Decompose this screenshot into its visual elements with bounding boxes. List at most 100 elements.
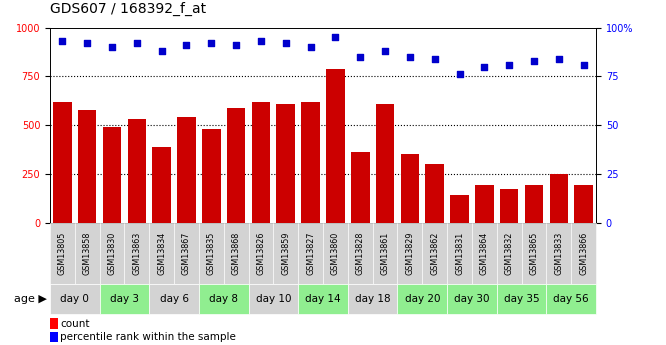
Text: day 10: day 10 <box>256 294 291 304</box>
Bar <box>177 117 196 223</box>
Bar <box>224 223 248 284</box>
Text: day 8: day 8 <box>209 294 238 304</box>
Text: GSM13831: GSM13831 <box>455 231 464 275</box>
Point <box>404 54 415 60</box>
Text: count: count <box>60 319 89 328</box>
Bar <box>100 284 149 314</box>
Bar <box>125 223 149 284</box>
Bar <box>546 223 571 284</box>
Bar <box>574 185 593 223</box>
Bar <box>400 154 419 223</box>
Text: GSM13827: GSM13827 <box>306 231 315 275</box>
Text: day 14: day 14 <box>305 294 341 304</box>
Point <box>57 39 68 44</box>
Bar <box>50 284 100 314</box>
Bar <box>447 284 497 314</box>
Point <box>206 40 216 46</box>
Point <box>529 58 539 63</box>
Point <box>504 62 515 67</box>
Point <box>107 44 117 50</box>
Text: GSM13805: GSM13805 <box>58 231 67 275</box>
Text: GSM13866: GSM13866 <box>579 231 588 275</box>
Bar <box>497 223 521 284</box>
Bar <box>50 223 75 284</box>
Text: GSM13859: GSM13859 <box>281 231 290 275</box>
Text: day 56: day 56 <box>553 294 589 304</box>
Bar <box>149 284 199 314</box>
Text: GSM13862: GSM13862 <box>430 231 439 275</box>
Bar <box>149 223 174 284</box>
Bar <box>174 223 199 284</box>
Text: age ▶: age ▶ <box>14 294 47 304</box>
Bar <box>348 284 398 314</box>
Bar <box>475 185 494 223</box>
Bar <box>273 223 298 284</box>
Text: GSM13863: GSM13863 <box>133 231 141 275</box>
Text: GSM13860: GSM13860 <box>331 231 340 275</box>
Point <box>305 44 316 50</box>
Bar <box>497 284 546 314</box>
Text: day 30: day 30 <box>454 294 490 304</box>
Text: day 20: day 20 <box>404 294 440 304</box>
Bar <box>450 195 469 223</box>
Text: GDS607 / 168392_f_at: GDS607 / 168392_f_at <box>50 2 206 16</box>
Text: day 35: day 35 <box>503 294 539 304</box>
Bar <box>323 223 348 284</box>
Text: GSM13858: GSM13858 <box>83 231 92 275</box>
Bar <box>127 119 146 223</box>
Point <box>157 48 167 54</box>
Text: GSM13830: GSM13830 <box>107 231 117 275</box>
Point <box>380 48 390 54</box>
Bar <box>447 223 472 284</box>
Bar <box>326 69 345 223</box>
Bar <box>351 152 370 223</box>
Text: GSM13826: GSM13826 <box>256 231 266 275</box>
Text: day 18: day 18 <box>355 294 390 304</box>
Bar <box>549 174 568 223</box>
Bar <box>398 284 447 314</box>
Text: GSM13864: GSM13864 <box>480 231 489 275</box>
Bar <box>500 189 519 223</box>
Bar <box>571 223 596 284</box>
Bar <box>298 223 323 284</box>
Point <box>479 64 490 69</box>
Bar <box>373 223 398 284</box>
Bar <box>75 223 100 284</box>
Point <box>454 72 465 77</box>
Bar <box>103 127 121 223</box>
Bar <box>78 110 97 223</box>
Text: GSM13833: GSM13833 <box>554 231 563 275</box>
Text: GSM13861: GSM13861 <box>380 231 390 275</box>
Text: GSM13832: GSM13832 <box>505 231 513 275</box>
Bar <box>546 284 596 314</box>
Point <box>256 39 266 44</box>
Bar <box>472 223 497 284</box>
Bar <box>248 284 298 314</box>
Text: GSM13828: GSM13828 <box>356 231 365 275</box>
Text: GSM13865: GSM13865 <box>529 231 539 275</box>
Text: GSM13835: GSM13835 <box>207 231 216 275</box>
Text: day 0: day 0 <box>61 294 89 304</box>
Point <box>280 40 291 46</box>
Bar <box>422 223 447 284</box>
Bar <box>252 102 270 223</box>
Bar <box>53 102 72 223</box>
Text: day 6: day 6 <box>160 294 188 304</box>
Bar <box>276 104 295 223</box>
Text: percentile rank within the sample: percentile rank within the sample <box>60 332 236 342</box>
Bar <box>199 284 248 314</box>
Text: GSM13867: GSM13867 <box>182 231 191 275</box>
Point <box>578 62 589 67</box>
Point <box>355 54 366 60</box>
Bar <box>100 223 125 284</box>
Bar <box>398 223 422 284</box>
Text: GSM13868: GSM13868 <box>232 231 240 275</box>
Bar <box>521 223 546 284</box>
Point <box>430 56 440 61</box>
Bar <box>376 104 394 223</box>
Bar <box>202 129 220 223</box>
Text: day 3: day 3 <box>110 294 139 304</box>
Point <box>330 34 341 40</box>
Bar <box>248 223 273 284</box>
Point <box>82 40 93 46</box>
